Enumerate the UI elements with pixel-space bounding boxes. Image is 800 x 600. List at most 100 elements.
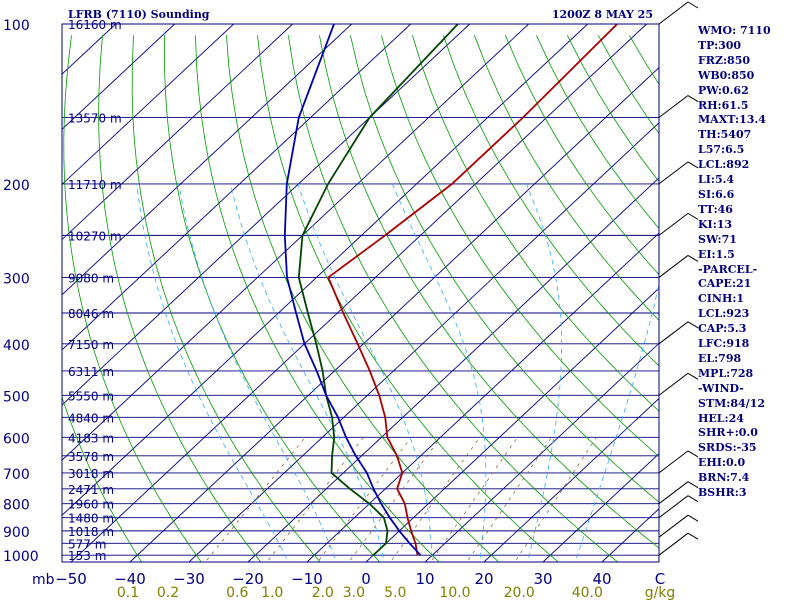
index-item: SI:6.6 bbox=[698, 187, 735, 201]
pressure-tick-label: 100 bbox=[3, 18, 30, 34]
height-label: 577 m bbox=[68, 537, 106, 551]
pressure-tick-label: 700 bbox=[3, 467, 30, 483]
height-label: 1018 m bbox=[68, 525, 114, 539]
series-line-1 bbox=[297, 24, 459, 556]
mixing-ratio-line bbox=[389, 437, 481, 562]
pressure-tick-label: 500 bbox=[3, 389, 30, 405]
mixing-ratio-tick-label: 20.0 bbox=[504, 585, 535, 600]
wind-barb-staff bbox=[658, 212, 689, 236]
moist-adiabat bbox=[178, 183, 337, 562]
dry-adiabat bbox=[474, 35, 659, 321]
wind-barb-flag bbox=[687, 450, 699, 458]
wind-barb bbox=[658, 532, 699, 556]
height-label: 4840 m bbox=[68, 411, 114, 425]
height-label: 7150 m bbox=[68, 338, 114, 352]
height-label: 4183 m bbox=[68, 431, 114, 445]
index-item: KI:13 bbox=[698, 217, 733, 231]
height-label: 1480 m bbox=[68, 512, 114, 526]
chart-grid bbox=[62, 24, 659, 562]
mixing-ratio-line bbox=[430, 437, 518, 562]
wind-barb bbox=[658, 481, 699, 505]
height-label: 3018 m bbox=[68, 467, 114, 481]
wind-barb bbox=[658, 255, 699, 278]
height-label: 2471 m bbox=[68, 483, 114, 497]
mixing-ratio-line bbox=[317, 437, 412, 562]
wind-barb-staff bbox=[658, 95, 689, 118]
mixing-ratio-line bbox=[466, 437, 552, 562]
index-item: PW:0.62 bbox=[698, 83, 749, 97]
index-item: LCL:892 bbox=[698, 158, 750, 172]
series-line-0 bbox=[327, 24, 618, 556]
indices-panel: WMO: 7110 TP:300 FRZ:850 WB0:850 PW:0.62 RH:6… bbox=[698, 24, 771, 501]
dry-adiabat bbox=[443, 35, 659, 367]
index-item: LFC:918 bbox=[698, 337, 750, 351]
temp-tick-label: 0 bbox=[361, 570, 371, 588]
mixing-ratio-tick-label: 3.0 bbox=[343, 585, 365, 600]
moist-adiabat bbox=[230, 183, 385, 562]
wind-barb-flag bbox=[687, 95, 699, 102]
dry-adiabat bbox=[62, 396, 143, 562]
index-item: RH:61.5 bbox=[698, 98, 749, 112]
wind-barb-staff bbox=[658, 532, 689, 556]
dry-adiabat bbox=[257, 35, 559, 562]
isotherm-line bbox=[62, 24, 352, 296]
height-label: 11710 m bbox=[68, 178, 122, 192]
height-label: 5550 m bbox=[68, 389, 114, 403]
index-item: BSHR:3 bbox=[698, 486, 747, 500]
index-item: MAXT:13.4 bbox=[698, 113, 766, 127]
mixing-ratio-line bbox=[514, 437, 597, 562]
index-item: L57:6.5 bbox=[698, 143, 745, 157]
index-item: TP:300 bbox=[698, 38, 742, 52]
isotherm-line bbox=[62, 24, 175, 130]
series-line-2 bbox=[283, 24, 422, 556]
wind-barb-staff bbox=[658, 161, 689, 185]
pressure-tick-label: 900 bbox=[3, 525, 30, 541]
dry-adiabat bbox=[350, 35, 659, 503]
wind-barb-flag bbox=[687, 321, 699, 329]
height-label: 9080 m bbox=[68, 271, 114, 285]
index-item: SHR+:0.0 bbox=[698, 426, 758, 440]
pressure-tick-label: 600 bbox=[3, 431, 30, 447]
mixing-ratio-tick-label: 0.6 bbox=[226, 585, 248, 600]
index-item: EL:798 bbox=[698, 351, 742, 365]
wind-barbs bbox=[658, 1, 699, 556]
wind-barb-flag bbox=[687, 514, 699, 522]
index-item: TT:46 bbox=[698, 202, 733, 216]
mixing-ratio-line bbox=[266, 437, 364, 562]
dry-adiabat bbox=[195, 35, 440, 562]
index-item: MPL:728 bbox=[698, 366, 754, 380]
wind-barb-staff bbox=[658, 255, 689, 278]
wind-barb bbox=[658, 1, 699, 25]
wind-barb-staff bbox=[658, 321, 689, 345]
height-label: 10270 m bbox=[68, 229, 122, 243]
wind-barb-staff bbox=[658, 372, 689, 396]
height-label: 1960 m bbox=[68, 498, 114, 512]
temp-tick-label: 20 bbox=[474, 570, 493, 588]
temp-tick-label: −10 bbox=[291, 570, 323, 588]
temp-tick-label: −40 bbox=[114, 570, 146, 588]
isotherm-line bbox=[247, 177, 659, 562]
temp-tick-label: C bbox=[655, 570, 665, 588]
pressure-tick-label: 400 bbox=[3, 338, 30, 354]
height-label: 8046 m bbox=[68, 307, 114, 321]
isotherm-line bbox=[62, 24, 293, 241]
mixing-ratio-tick-label: 0.1 bbox=[117, 585, 139, 600]
pressure-tick-label: 1000 bbox=[3, 549, 39, 565]
isotherm-line bbox=[483, 397, 659, 562]
isotherm-line bbox=[70, 24, 647, 562]
index-item: CINH:1 bbox=[698, 292, 745, 306]
wind-barb bbox=[658, 161, 699, 185]
wind-barb-flag bbox=[687, 255, 699, 262]
wind-barb-staff bbox=[658, 1, 689, 25]
dry-adiabat bbox=[226, 35, 500, 562]
wind-barb bbox=[658, 450, 699, 474]
index-item: SW:71 bbox=[698, 232, 737, 246]
index-item: HEL:24 bbox=[698, 411, 744, 425]
moist-adiabat bbox=[391, 183, 487, 562]
wind-barb bbox=[658, 372, 699, 396]
wind-barb bbox=[658, 321, 699, 345]
temp-tick-label: −20 bbox=[232, 570, 264, 588]
isotherm-line bbox=[188, 122, 659, 562]
wind-barb bbox=[658, 95, 699, 118]
